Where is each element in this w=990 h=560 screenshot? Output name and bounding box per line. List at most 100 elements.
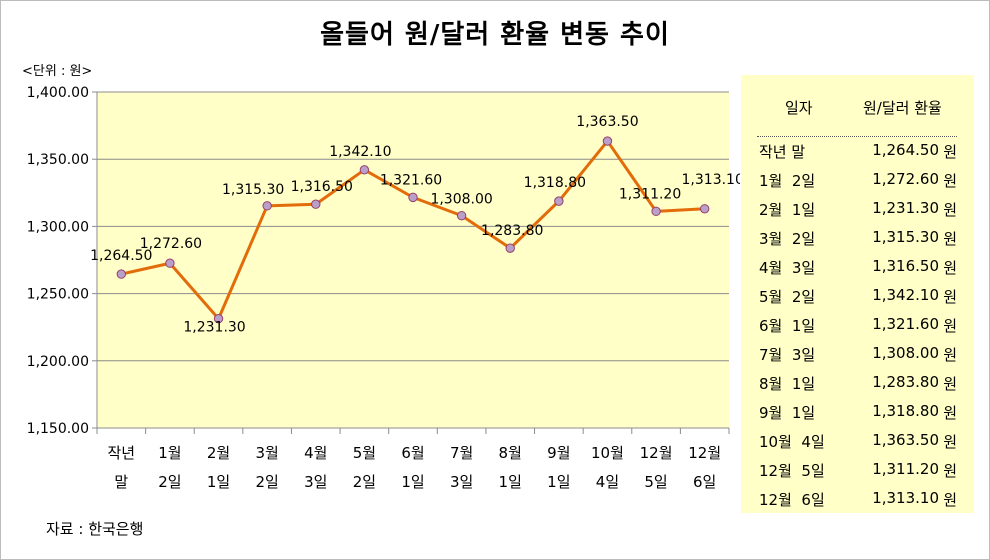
table-cell-unit: 원 <box>943 172 957 190</box>
table-cell-rate: 1,264.50 <box>872 141 939 159</box>
table-row: 3월 2일 1,315.30 원 <box>741 228 974 257</box>
table-header-date: 일자 <box>785 99 813 117</box>
table-row: 12월 5일 1,311.20 원 <box>741 460 974 489</box>
table-cell-date: 10월 4일 <box>759 433 825 451</box>
x-tick-label: 12월 <box>688 444 721 462</box>
table-row: 1월 2일 1,272.60 원 <box>741 170 974 199</box>
table-cell-unit: 원 <box>943 433 957 451</box>
x-tick-label: 1일 <box>499 473 522 491</box>
table-cell-unit: 원 <box>943 230 957 248</box>
table-row: 12월 6일 1,313.10 원 <box>741 489 974 518</box>
table-cell-date: 1월 2일 <box>759 172 816 190</box>
data-label: 1,315.30 <box>222 182 284 198</box>
chart-title: 올들어 원/달러 환율 변동 추이 <box>320 20 670 50</box>
data-label: 1,264.50 <box>90 248 152 264</box>
table-row: 8월 1일 1,283.80 원 <box>741 373 974 402</box>
table-cell-unit: 원 <box>943 201 957 219</box>
data-label: 1,363.50 <box>576 114 638 130</box>
table-header-rate: 원/달러 환율 <box>863 99 942 117</box>
table-cell-date: 작년 말 <box>759 143 806 161</box>
table-row: 6월 1일 1,321.60 원 <box>741 315 974 344</box>
data-point <box>116 269 127 279</box>
data-label: 1,313.10 <box>682 172 740 188</box>
table-cell-date: 2월 1일 <box>759 201 816 219</box>
table-row: 5월 2일 1,342.10 원 <box>741 286 974 315</box>
table-cell-unit: 원 <box>943 259 957 277</box>
unit-label: <단위 : 원> <box>22 64 93 79</box>
table-cell-rate: 1,308.00 <box>872 344 939 362</box>
table-cell-date: 4월 3일 <box>759 259 816 277</box>
data-point <box>165 258 175 268</box>
data-label: 1,311.20 <box>619 186 681 202</box>
table-cell-unit: 원 <box>943 491 957 509</box>
x-tick-label: 5일 <box>644 473 667 491</box>
table-cell-unit: 원 <box>943 462 957 480</box>
x-tick-label: 10월 <box>591 444 624 462</box>
y-tick-label: 1,400.00 <box>27 85 89 101</box>
x-tick-label: 4월 <box>304 444 327 462</box>
table-cell-rate: 1,342.10 <box>872 286 939 304</box>
data-label: 1,283.80 <box>481 223 543 239</box>
table-cell-date: 5월 2일 <box>759 288 816 306</box>
table-cell-date: 3월 2일 <box>759 230 816 248</box>
data-point <box>699 204 710 214</box>
line-chart: 1,150.00 1,200.00 1,250.00 1,300.00 1,350.00… <box>27 85 740 491</box>
data-point <box>554 196 564 206</box>
table-cell-rate: 1,311.20 <box>872 460 939 478</box>
data-point <box>359 165 370 175</box>
table-cell-date: 9월 1일 <box>759 404 816 422</box>
plot-area <box>97 92 729 428</box>
table-cell-rate: 1,316.50 <box>872 257 939 275</box>
table-row: 4월 3일 1,316.50 원 <box>741 257 974 286</box>
data-point <box>602 136 613 146</box>
data-label: 1,321.60 <box>380 172 442 188</box>
table-cell-unit: 원 <box>943 346 957 364</box>
table-cell-date: 6월 1일 <box>759 317 816 335</box>
data-label: 1,342.10 <box>329 144 391 160</box>
table-divider <box>757 136 957 137</box>
table-cell-date: 12월 6일 <box>759 491 825 509</box>
x-tick-label: 8월 <box>499 444 522 462</box>
y-tick-label: 1,250.00 <box>27 287 89 303</box>
x-tick-label: 5월 <box>353 444 376 462</box>
data-point <box>311 199 321 209</box>
data-label: 1,308.00 <box>430 192 492 208</box>
data-point <box>456 210 467 221</box>
table-cell-rate: 1,321.60 <box>872 315 939 333</box>
table-row: 작년 말 1,264.50 원 <box>741 141 974 170</box>
table-cell-rate: 1,283.80 <box>872 373 939 391</box>
x-tick-label: 2일 <box>255 473 278 491</box>
x-tick-label: 2일 <box>158 473 181 491</box>
table-cell-date: 7월 3일 <box>759 346 816 364</box>
x-tick-label: 12월 <box>640 444 673 462</box>
x-tick-label: 1일 <box>401 473 424 491</box>
data-label: 1,318.80 <box>524 175 586 191</box>
y-tick-label: 1,300.00 <box>27 219 89 235</box>
table-row: 2월 1일 1,231.30 원 <box>741 199 974 228</box>
x-tick-label: 9월 <box>547 444 570 462</box>
x-tick-label: 2일 <box>353 473 376 491</box>
table-cell-rate: 1,363.50 <box>872 431 939 449</box>
x-tick-label: 4일 <box>596 473 619 491</box>
table-cell-rate: 1,315.30 <box>872 228 939 246</box>
data-point <box>213 314 224 324</box>
data-point <box>408 192 418 203</box>
table-cell-unit: 원 <box>943 375 957 393</box>
y-tick-label: 1,200.00 <box>27 354 89 370</box>
table-row: 10월 4일 1,363.50 원 <box>741 431 974 460</box>
x-tick-label: 2월 <box>207 444 230 462</box>
data-label: 1,272.60 <box>140 236 202 252</box>
x-tick-label: 6월 <box>401 444 424 462</box>
x-tick-label: 1일 <box>207 473 230 491</box>
data-point <box>505 243 515 253</box>
table-cell-date: 8월 1일 <box>759 375 816 393</box>
table-cell-unit: 원 <box>943 143 957 161</box>
x-tick-label: 1월 <box>158 444 181 462</box>
x-tick-label: 3일 <box>450 473 473 491</box>
data-label: 1,316.50 <box>291 179 353 195</box>
x-tick-label: 3월 <box>255 444 278 462</box>
table-cell-rate: 1,313.10 <box>872 489 939 507</box>
table-cell-date: 12월 5일 <box>759 462 825 480</box>
source-note: 자료 : 한국은행 <box>46 520 144 538</box>
y-tick-label: 1,150.00 <box>27 421 89 437</box>
